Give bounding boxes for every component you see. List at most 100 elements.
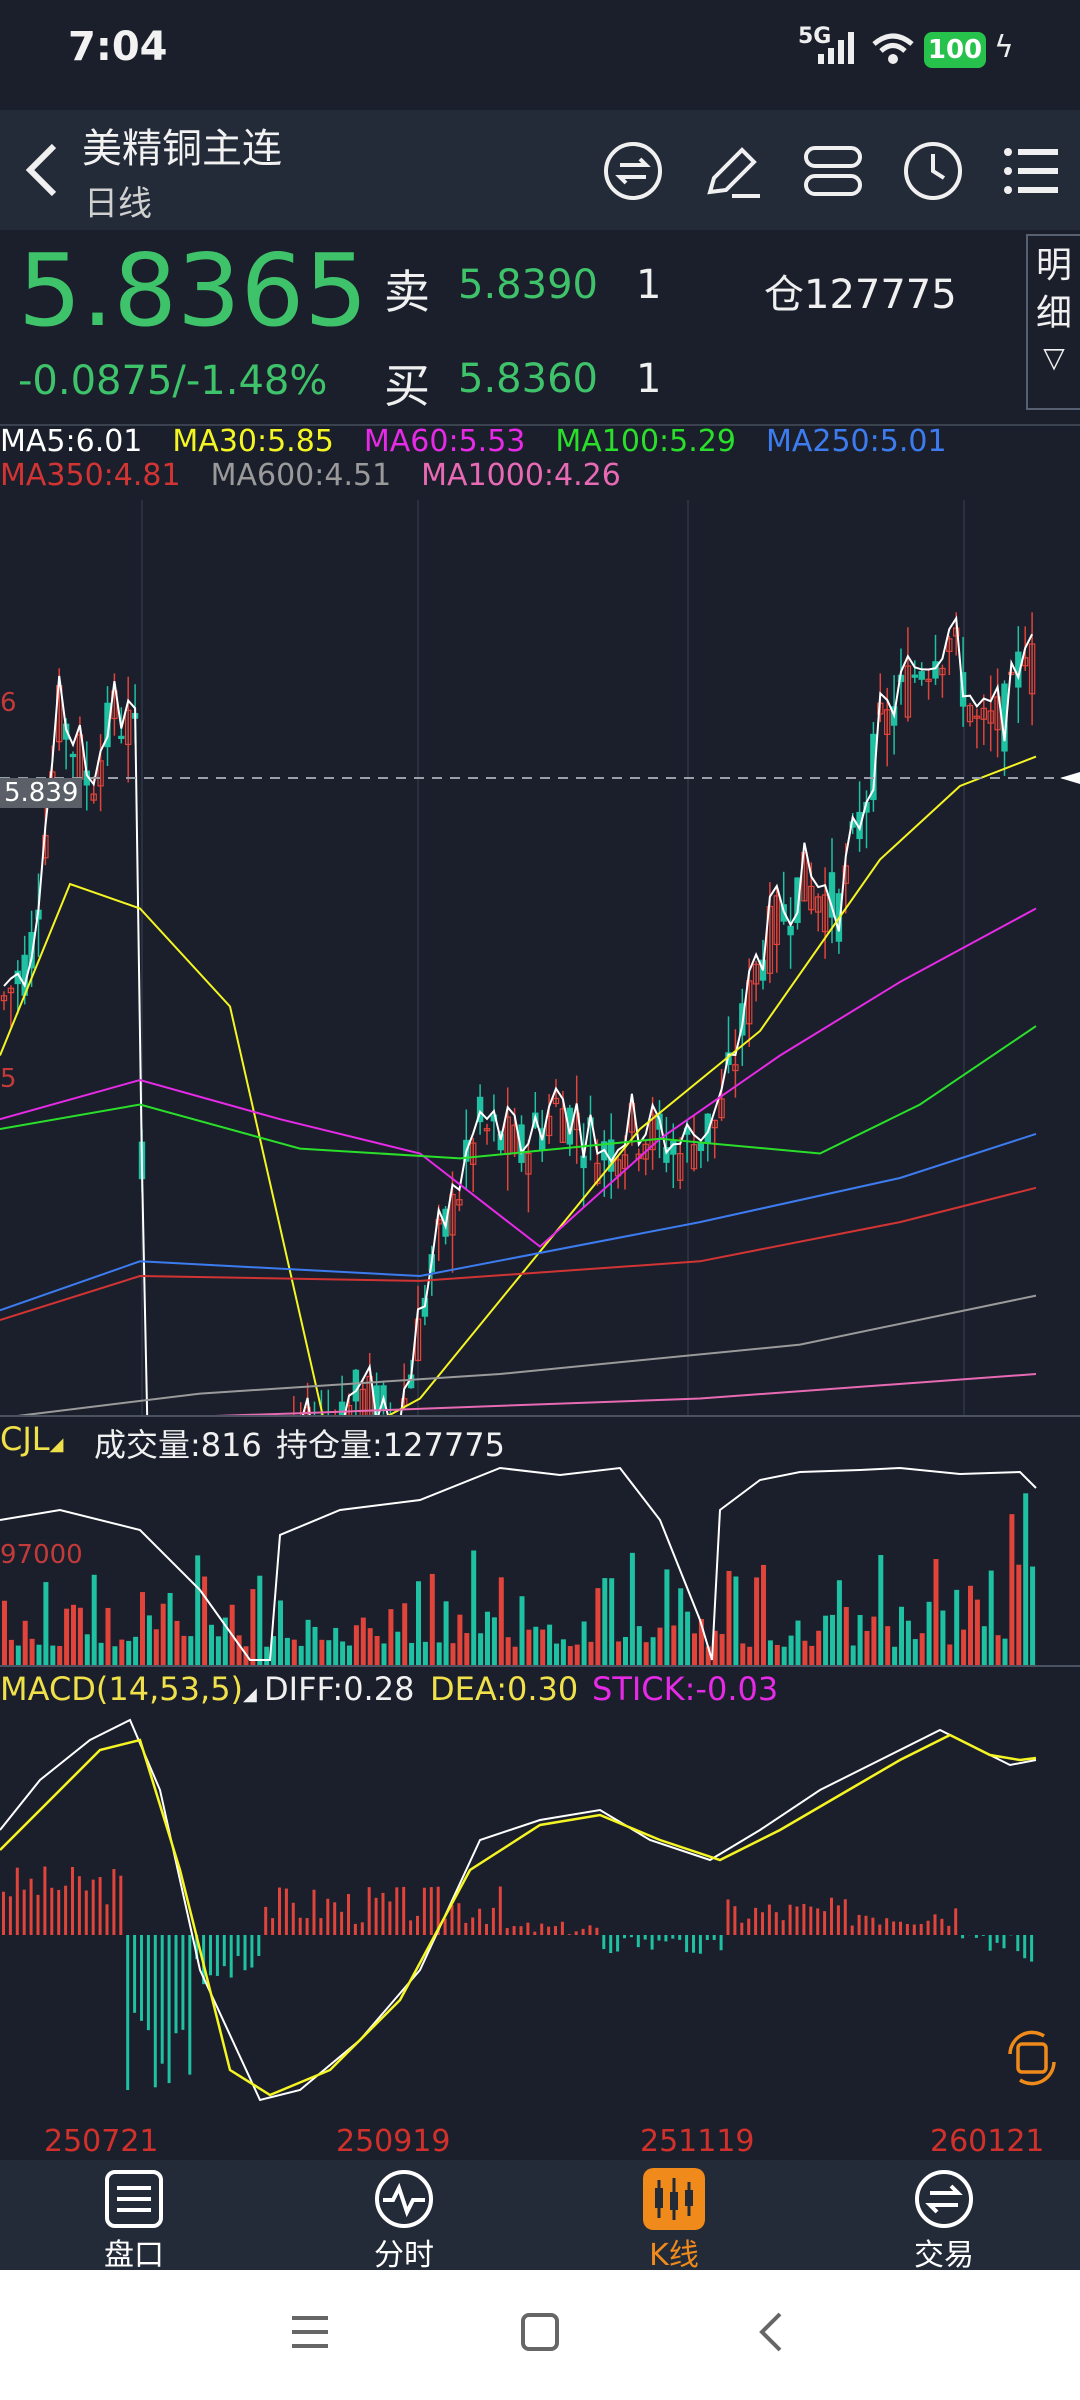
route-icon[interactable] [802, 140, 864, 202]
macd-bar [1030, 1935, 1034, 1962]
kline-chart[interactable] [0, 500, 1080, 1415]
volume-bar [485, 1611, 490, 1665]
volume-bar [43, 1582, 49, 1665]
volume-bar [436, 1642, 442, 1665]
volume-bar [954, 1589, 960, 1665]
macd-bar [995, 1935, 999, 1943]
macd-bar [174, 1935, 178, 2034]
candle-body [118, 735, 125, 740]
macd-bar [761, 1912, 764, 1935]
macd-bar [264, 1906, 268, 1935]
macd-bar [774, 1912, 778, 1935]
volume-bar [429, 1573, 435, 1665]
back-icon[interactable] [22, 140, 62, 200]
volume-chart[interactable] [0, 1460, 1080, 1665]
macd-chart[interactable] [0, 1710, 1080, 2125]
cjl-label[interactable]: CJL◢ [0, 1420, 63, 1458]
volume-bar [174, 1620, 180, 1665]
ma-legend-item: MA350:4.81 [0, 458, 181, 493]
candle-body [621, 1154, 629, 1170]
volume-bar [540, 1629, 546, 1665]
macd-bar [581, 1928, 585, 1935]
rotate-icon[interactable] [1004, 2030, 1060, 2086]
volume-bar [512, 1646, 518, 1665]
macd-bar [740, 1922, 744, 1935]
volume-bar [209, 1624, 214, 1665]
macd-bar [215, 1935, 219, 1976]
macd-bar [850, 1925, 854, 1935]
pulse-icon [375, 2170, 433, 2228]
volume-bar [422, 1641, 428, 1665]
volume-bar [22, 1620, 28, 1665]
candle-body [980, 707, 988, 720]
network-label: 5G [798, 24, 832, 49]
macd-bar [616, 1935, 620, 1952]
macd-bar [360, 1922, 364, 1935]
back-nav-icon[interactable] [750, 2310, 794, 2354]
volume-bar [733, 1576, 739, 1665]
volume-bar [988, 1570, 994, 1665]
candle-body [752, 963, 760, 985]
tab-jiaoyi[interactable]: 交易 [864, 2168, 1024, 2274]
macd-bar [899, 1921, 902, 1935]
volume-bar [77, 1607, 83, 1665]
list-icon[interactable] [1000, 140, 1062, 202]
ma-line [0, 755, 1037, 1415]
macd-bar [491, 1907, 495, 1935]
volume-bar [885, 1626, 891, 1665]
macd-bar [50, 1887, 54, 1935]
macd-label[interactable]: MACD(14,53,5)◢ [0, 1670, 257, 1708]
switch-icon[interactable] [602, 140, 664, 202]
ma-line [0, 1186, 1037, 1322]
trade-icon [915, 2170, 973, 2228]
sell-label: 卖 [384, 265, 430, 319]
volume-bar [284, 1637, 290, 1665]
macd-bar [609, 1935, 613, 1954]
tab-fenshi[interactable]: 分时 [324, 2168, 484, 2274]
candle-body [787, 925, 794, 936]
macd-bar [2, 1891, 5, 1935]
macd-bar [160, 1935, 164, 2064]
volume-bar [981, 1626, 987, 1665]
tab-label: 分时 [374, 2238, 434, 2273]
ma-legend-item: MA30:5.85 [172, 424, 334, 459]
tab-pankou[interactable]: 盘口 [54, 2168, 214, 2274]
macd-bar [43, 1866, 47, 1935]
volume-bar [926, 1601, 932, 1665]
volume-bar [319, 1639, 325, 1665]
macd-bar [250, 1935, 254, 1968]
tab-kline[interactable]: K线 [594, 2168, 754, 2274]
macd-bar [650, 1935, 654, 1950]
volume-bar [685, 1611, 691, 1665]
macd-bar [64, 1885, 68, 1935]
macd-bar [574, 1931, 578, 1935]
macd-bar [823, 1911, 827, 1935]
menu-icon[interactable] [288, 2310, 332, 2354]
clock-icon[interactable] [902, 140, 964, 202]
pencil-icon[interactable] [702, 140, 764, 202]
open-interest: 仓127775 [764, 262, 957, 320]
macd-bar [353, 1923, 357, 1935]
volume-bar [1002, 1638, 1008, 1665]
volume-bar [871, 1616, 877, 1665]
volume-bar [602, 1578, 608, 1665]
volume-bar [1030, 1566, 1036, 1665]
macd-bar [395, 1887, 399, 1935]
volume-bar [554, 1643, 559, 1665]
volume-bar [112, 1646, 118, 1665]
volume-bar [347, 1645, 352, 1665]
volume-bar [671, 1625, 677, 1665]
volume-bar [264, 1646, 270, 1665]
home-icon[interactable] [518, 2310, 562, 2354]
macd-bar [664, 1935, 668, 1942]
volume-bar [864, 1630, 870, 1665]
ma-line [17, 1294, 1037, 1415]
volume-bar [450, 1643, 456, 1665]
last-price-marker [1060, 772, 1080, 784]
candle-body [97, 760, 104, 787]
volume-bar [629, 1552, 635, 1665]
volume-bar [809, 1645, 815, 1665]
macd-bar [229, 1935, 233, 1978]
page-subtitle: 日线 [84, 184, 152, 224]
detail-button[interactable]: 明细 ▽ [1026, 234, 1080, 410]
